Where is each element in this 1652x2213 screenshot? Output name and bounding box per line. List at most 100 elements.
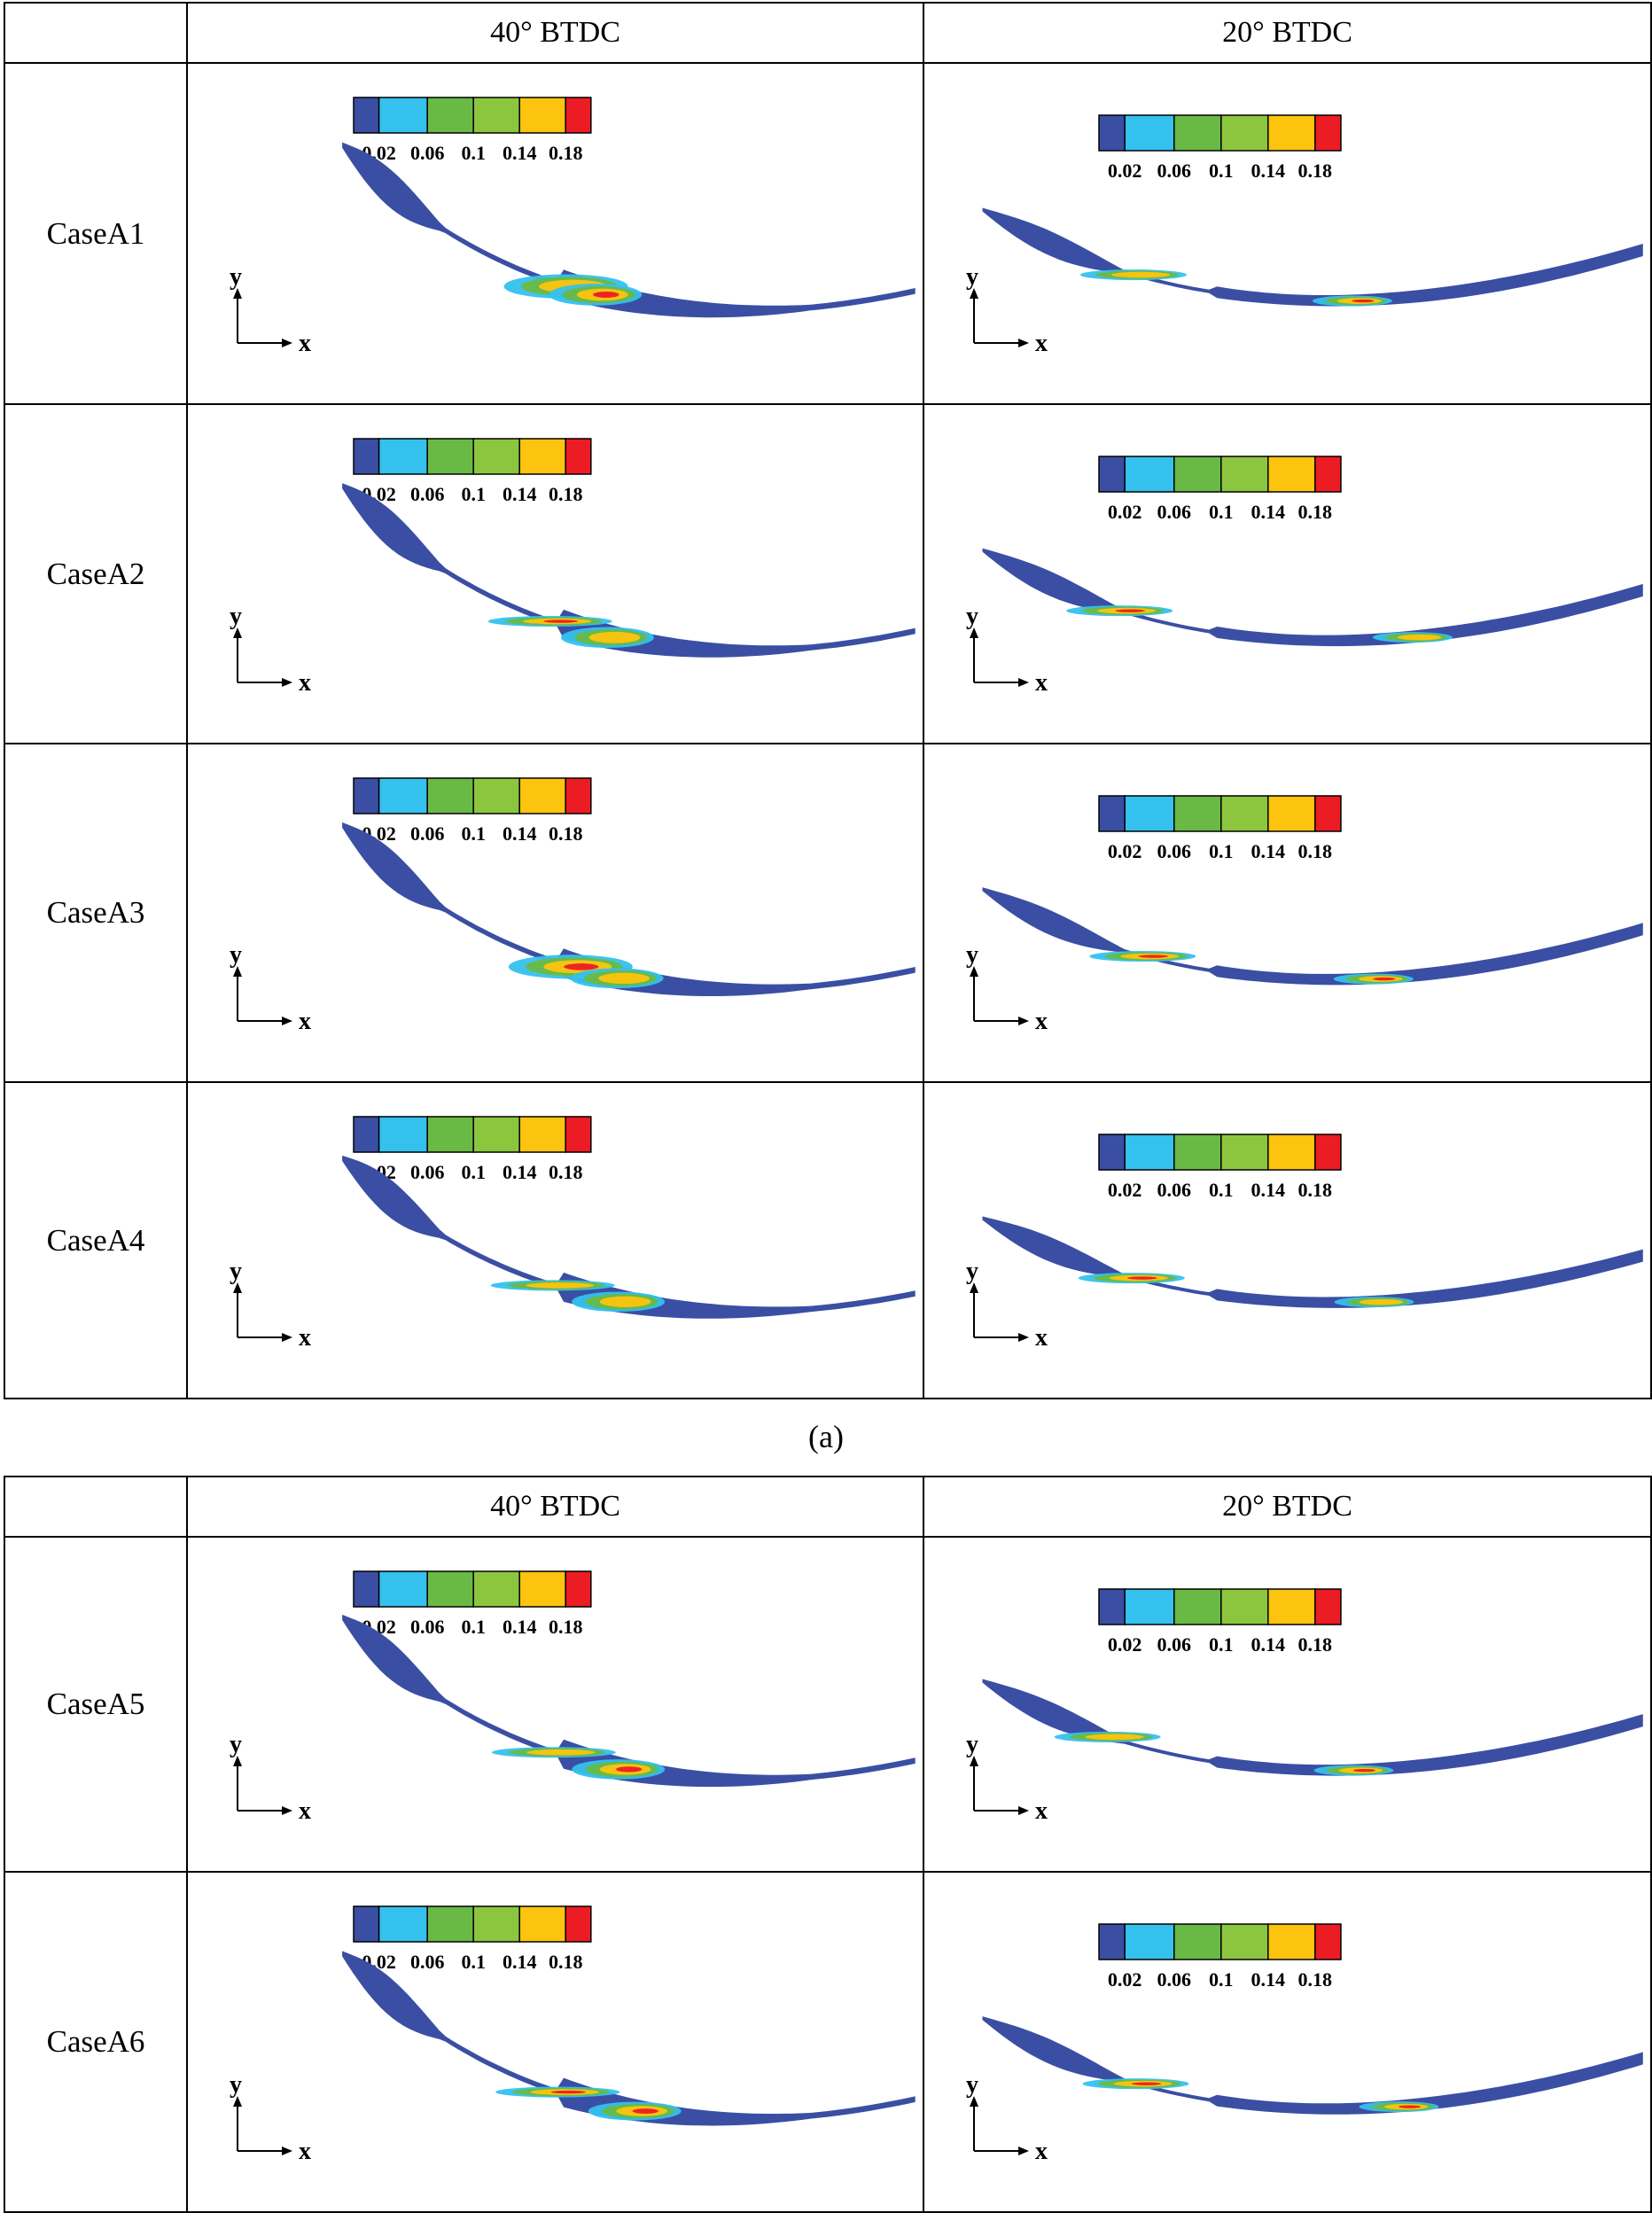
contour-blob [1352, 299, 1375, 303]
contour-domain [342, 483, 916, 658]
contour-domain [982, 548, 1643, 647]
contour-blob [593, 291, 620, 298]
contour-domain [342, 142, 916, 318]
colorbar-swatch [353, 1905, 380, 1943]
figure-table-a: 40° BTDC 20° BTDC CaseA1 0.02 0.06 0.1 0.14… [4, 2, 1652, 1399]
case-label: CaseA4 [4, 1081, 188, 1399]
contour-blob [1085, 1734, 1144, 1741]
axes-indicator: yx [230, 1731, 311, 1825]
colorbar-swatch [472, 1116, 520, 1153]
colorbar-tick-label: 0.06 [410, 1951, 445, 1973]
colorbar-tick-label: 0.18 [549, 1951, 583, 1973]
domain-background [342, 142, 916, 318]
header-40-btdc: 40° BTDC [186, 1476, 924, 1538]
x-axis-label: x [1035, 330, 1048, 357]
y-axis-label: y [966, 1258, 978, 1285]
colorbar-tick-label: 0.14 [1251, 840, 1286, 862]
colorbar-tick-label: 0.18 [1298, 840, 1333, 862]
colorbar-swatch [1124, 1588, 1175, 1625]
colorbar-swatch [378, 1116, 428, 1153]
colorbar-swatch [518, 438, 566, 475]
y-axis-arrowhead [970, 1282, 978, 1293]
colorbar-swatch [353, 1570, 380, 1608]
colorbar-swatch [1314, 1588, 1342, 1625]
x-axis-label: x [1035, 1324, 1048, 1352]
colorbar-swatch [426, 1570, 474, 1608]
contour-domain [982, 207, 1643, 307]
x-axis-arrowhead [282, 1017, 292, 1025]
y-axis-arrowhead [970, 966, 978, 977]
colorbar-swatch [472, 777, 520, 814]
x-axis-arrowhead [282, 678, 292, 687]
x-axis-arrowhead [1018, 1017, 1029, 1025]
case-label: CaseA6 [4, 1871, 188, 2213]
colorbar-swatch [1267, 456, 1316, 493]
colorbar-tick-label: 0.06 [1157, 1179, 1192, 1201]
x-axis-arrowhead [1018, 339, 1029, 347]
colorbar-tick-label: 0.02 [1108, 1968, 1142, 1991]
axes-indicator: yx [966, 941, 1048, 1035]
y-axis-label: y [230, 603, 242, 630]
colorbar-tick-label: 0.06 [410, 1161, 445, 1183]
colorbar-tick-label: 0.1 [461, 483, 486, 505]
colorbar-swatch [378, 97, 428, 134]
axes-indicator: yx [966, 603, 1048, 697]
contour-blob [543, 619, 579, 623]
colorbar-tick-label: 0.06 [410, 142, 445, 164]
colorbar-tick-label: 0.14 [503, 142, 537, 164]
colorbar-tick-label: 0.18 [549, 1161, 583, 1183]
axes-indicator: yx [230, 1258, 311, 1352]
axes-indicator: yx [230, 603, 311, 697]
colorbar-tick-label: 0.1 [1209, 1179, 1234, 1201]
axes-indicator: yx [966, 1731, 1048, 1825]
colorbar-tick-label: 0.18 [1298, 1633, 1333, 1656]
contour-domain [982, 1679, 1643, 1776]
colorbar-swatch [426, 777, 474, 814]
colorbar-swatch [565, 1116, 592, 1153]
contour-blob [588, 631, 641, 643]
x-axis-arrowhead [1018, 2147, 1029, 2155]
contour-blob [599, 1296, 651, 1307]
x-axis-label: x [299, 1324, 311, 1352]
colorbar-swatch [426, 438, 474, 475]
colorbar-swatch [1314, 456, 1342, 493]
y-axis-label: y [966, 941, 978, 969]
colorbar-swatch [1173, 795, 1222, 832]
case-label: CaseA5 [4, 1536, 188, 1873]
colorbar-tick-label: 0.14 [503, 1161, 537, 1183]
colorbar-swatch [518, 97, 566, 134]
colorbar-tick-label: 0.02 [1108, 501, 1142, 523]
table-row: CaseA5 0.02 0.06 0.1 0.14 0.18 y x 0.02 0.06 0.1… [4, 1536, 1652, 1873]
colorbar-tick-label: 0.1 [461, 822, 486, 845]
colorbar-tick-label: 0.1 [461, 1161, 486, 1183]
contour-domain [342, 822, 916, 996]
case-label: CaseA1 [4, 62, 188, 405]
colorbar-tick-label: 0.1 [461, 142, 486, 164]
colorbar-swatch [472, 438, 520, 475]
colorbar-swatch [1173, 1134, 1222, 1171]
domain-background [982, 887, 1643, 986]
colorbar-swatch [565, 1905, 592, 1943]
domain-background [982, 2016, 1643, 2115]
contour-blob [1115, 609, 1146, 612]
domain-background [342, 1614, 916, 1788]
table-row: CaseA2 0.02 0.06 0.1 0.14 0.18 y x 0.02 0.06 0.1… [4, 403, 1652, 744]
y-axis-arrowhead [233, 288, 242, 299]
colorbar-swatch [472, 1570, 520, 1608]
colorbar-swatch [518, 1570, 566, 1608]
y-axis-arrowhead [233, 1756, 242, 1766]
axes-indicator: yx [966, 263, 1048, 357]
case-label: CaseA2 [4, 403, 188, 744]
contour-domain [342, 1951, 916, 2126]
colorbar-tick-label: 0.06 [1157, 501, 1192, 523]
colorbar-swatch [1220, 1923, 1269, 1960]
contour-blob [1131, 2082, 1162, 2085]
